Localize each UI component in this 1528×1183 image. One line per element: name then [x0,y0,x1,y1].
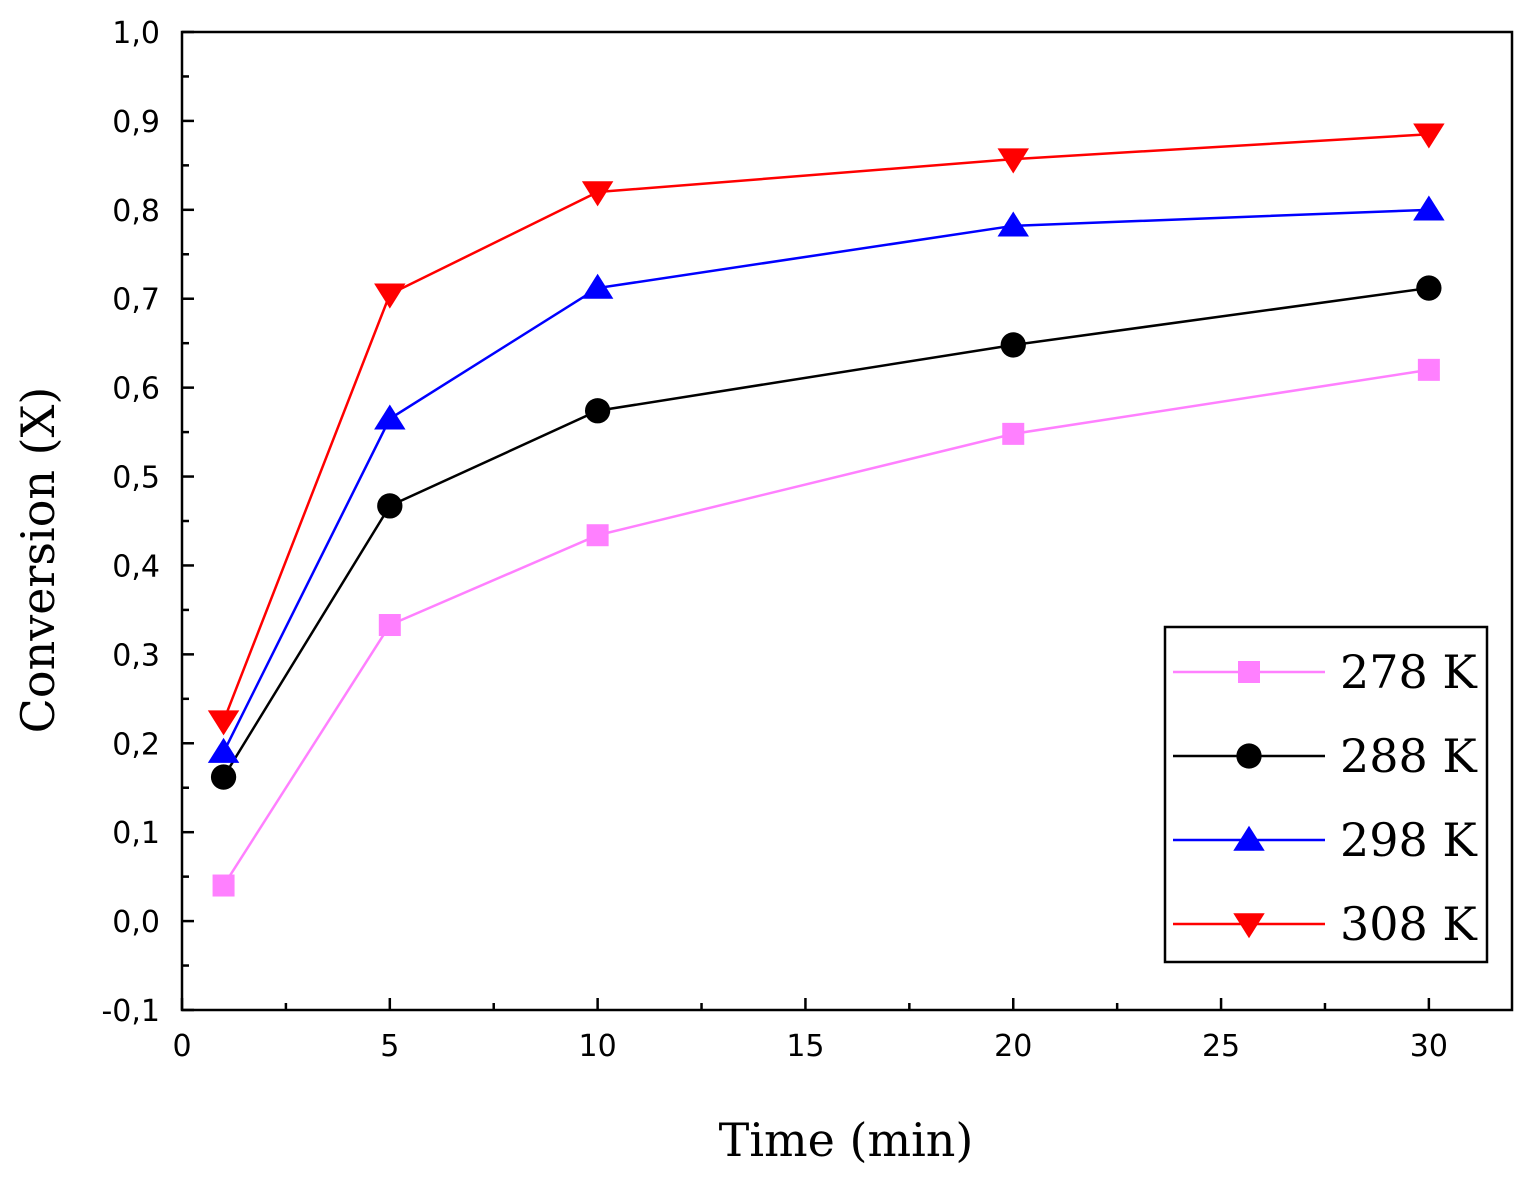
legend-label: 288 K [1340,729,1478,783]
legend-marker [1233,913,1265,939]
legend-label: 298 K [1340,813,1478,867]
x-tick-label: 15 [786,1029,824,1064]
x-tick-label: 25 [1202,1029,1240,1064]
data-point [210,764,237,790]
y-tick-label: 0,8 [112,194,160,229]
y-tick-label: 0,7 [112,283,160,318]
y-tick-label: 0,1 [112,816,160,851]
data-point [207,710,240,736]
legend-box [1163,625,1489,964]
data-point [374,283,406,309]
axes: 0 5 10 15 20 25 30 -0,1 0,0 0,1 0,2 0,3 0,4 0,5 0,6 0,7… [101,16,1514,1064]
y-tick-label: 0,4 [112,549,160,584]
legend: 278 K 288 K 298 K 308 K [1163,625,1489,964]
legend-marker [1238,661,1260,683]
data-point [374,404,406,430]
y-tick-label: 1,0 [112,16,160,51]
x-tick-label: 30 [1410,1029,1448,1064]
x-axis-title: Time (min) [719,1113,974,1167]
data-point [997,148,1029,174]
y-tick-label: 0,0 [112,905,160,940]
markers-layer [207,123,1445,897]
legend-label: 308 K [1340,897,1478,951]
data-point [1417,358,1440,381]
legend-label: 278 K [1340,645,1478,699]
data-point [1002,422,1025,445]
y-tick-label: 0,2 [112,727,160,762]
data-point [586,524,609,547]
x-tick-label: 20 [994,1029,1032,1064]
y-tick-label: 0,6 [112,372,160,407]
data-point [1413,195,1445,221]
data-point [212,874,235,897]
data-point [1413,123,1445,149]
data-point [377,493,403,519]
y-tick-label: -0,1 [101,994,160,1029]
x-tick-label: 5 [380,1029,399,1064]
y-tick-label: 0,5 [112,461,160,496]
y-tick-label: 0,9 [112,105,160,140]
data-point [581,181,614,207]
data-point [997,211,1029,237]
data-point [581,273,614,299]
x-tick-label: 10 [579,1029,617,1064]
y-tick-label: 0,3 [112,638,160,673]
y-axis-title: Conversion (X) [11,387,65,734]
data-point [584,398,611,424]
data-point [207,737,240,763]
legend-marker [1236,743,1262,769]
data-point [378,614,401,637]
data-point [1000,332,1026,358]
data-point [1416,275,1442,301]
legend-marker [1233,825,1265,851]
x-tick-label: 0 [172,1029,191,1064]
